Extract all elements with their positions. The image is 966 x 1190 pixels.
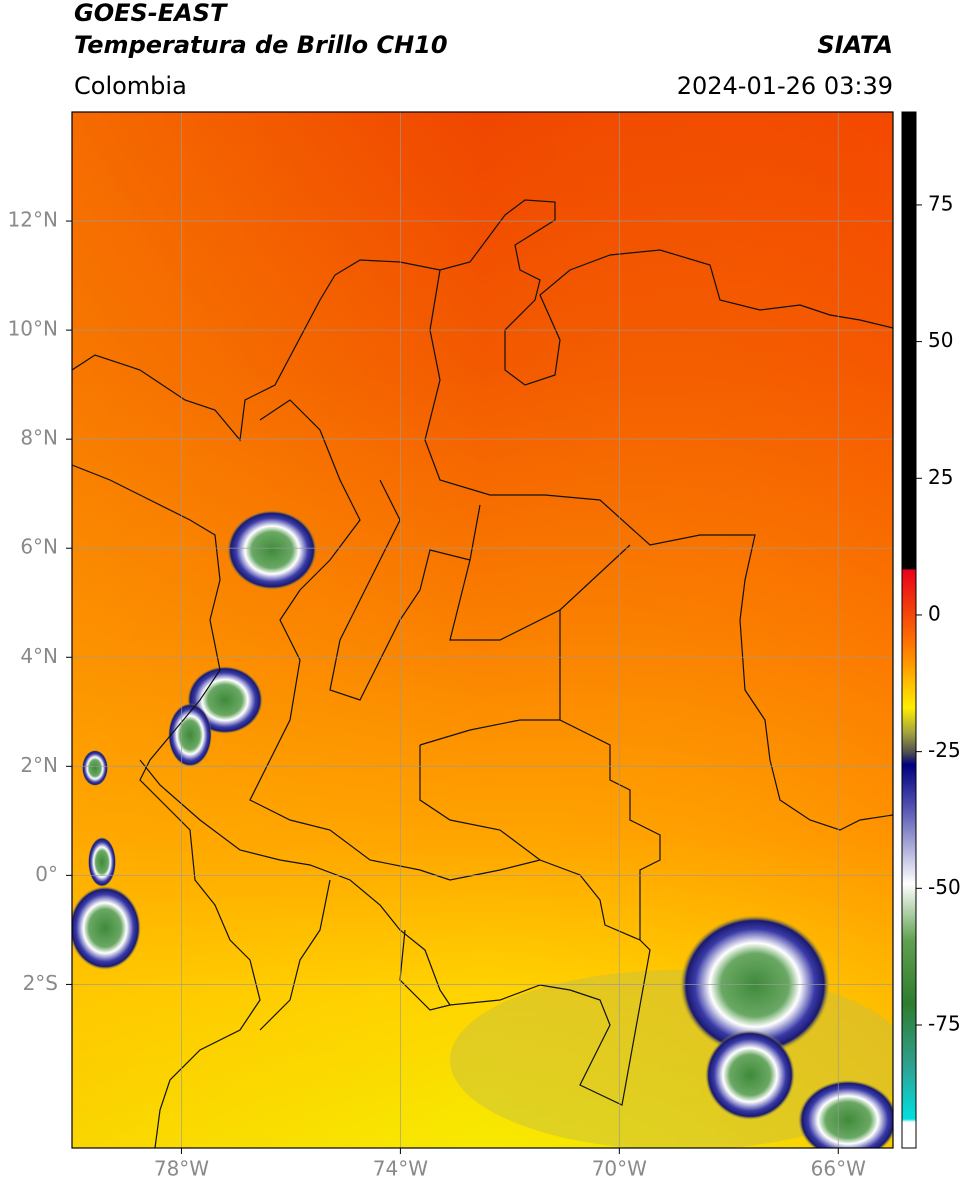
colorbar-tick-label: 25 — [928, 465, 953, 489]
map-image — [72, 112, 893, 1148]
colorbar-tick-label: -25 — [928, 738, 961, 762]
x-tick-label: 66°W — [811, 1157, 866, 1181]
y-tick-label: 4°N — [20, 644, 58, 668]
colorbar-tick-label: 0 — [928, 601, 941, 625]
title-line2: Temperatura de Brillo CH10 — [74, 31, 448, 59]
colorbar-tick-label: -50 — [928, 875, 961, 899]
map-frame — [71, 111, 894, 1149]
source: SIATA — [817, 31, 893, 59]
region: Colombia — [74, 72, 187, 100]
y-tick-label: 12°N — [8, 208, 58, 232]
colorbar — [901, 111, 917, 1149]
grid — [72, 112, 893, 1148]
x-tick-label: 74°W — [373, 1157, 428, 1181]
y-tick-label: 2°S — [23, 971, 58, 995]
y-tick-label: 6°N — [20, 535, 58, 559]
x-tick-label: 70°W — [592, 1157, 647, 1181]
y-tick-label: 0° — [35, 862, 58, 886]
datetime: 2024-01-26 03:39 — [677, 72, 893, 100]
colorbar-tick-label: 75 — [928, 191, 953, 215]
y-tick-label: 2°N — [20, 753, 58, 777]
colorbar-tick-label: 50 — [928, 328, 953, 352]
y-tick-label: 10°N — [8, 317, 58, 341]
y-tick-label: 8°N — [20, 426, 58, 450]
title-line1: GOES-EAST — [74, 0, 228, 27]
colorbar-tick-label: -75 — [928, 1011, 961, 1035]
x-tick-label: 78°W — [154, 1157, 209, 1181]
